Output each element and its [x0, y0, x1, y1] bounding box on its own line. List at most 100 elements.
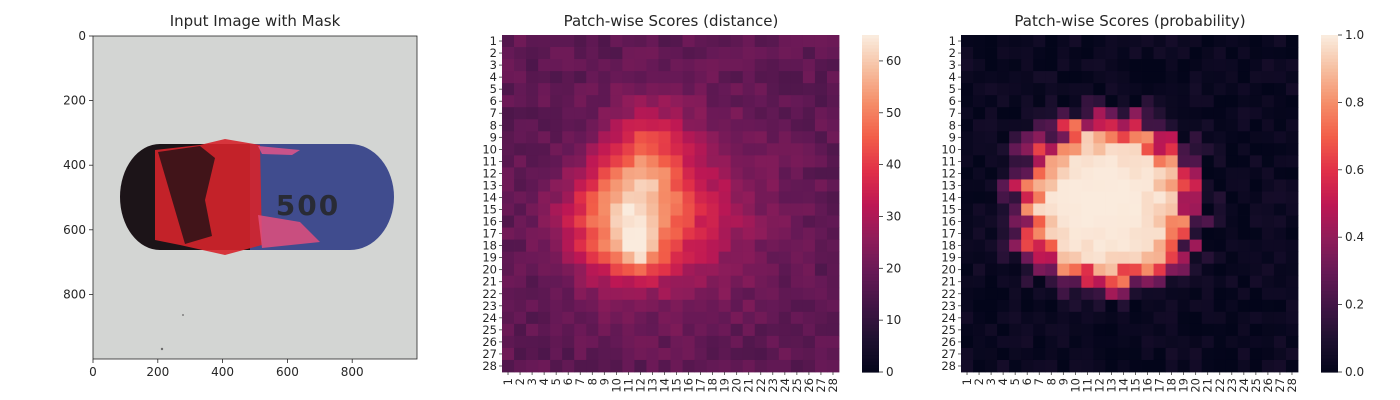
- heatmap-cell: [694, 215, 708, 228]
- heatmap-cell: [1165, 347, 1179, 361]
- colorbar-gradient-step: [1321, 35, 1338, 39]
- heatmap-y-tick-label: 1: [949, 34, 956, 48]
- heatmap-cell: [985, 347, 998, 361]
- heatmap-cell: [1153, 107, 1167, 120]
- heatmap-cell: [802, 35, 816, 48]
- heatmap-x-tick-label: 25: [1249, 378, 1263, 393]
- heatmap-cell: [1141, 359, 1154, 373]
- heatmap-cell: [1201, 107, 1215, 120]
- heatmap-cell: [598, 203, 611, 216]
- heatmap-x-tick-label: 17: [694, 378, 708, 393]
- heatmap-cell: [814, 239, 828, 253]
- heatmap-cell: [1189, 311, 1203, 325]
- heatmap-cell: [1069, 251, 1082, 265]
- heatmap-cell: [790, 215, 804, 228]
- heatmap-cell: [1033, 335, 1046, 349]
- heatmap-cell: [961, 263, 974, 277]
- heatmap-cell: [1045, 119, 1058, 132]
- heatmap-cell: [1273, 35, 1287, 48]
- heatmap-cell: [1033, 227, 1046, 241]
- heatmap-cell: [646, 275, 659, 289]
- heatmap-cell: [598, 359, 611, 373]
- heatmap-cell: [1237, 251, 1251, 265]
- heatmap-cell: [502, 119, 515, 132]
- heatmap-cell: [1069, 191, 1082, 204]
- heatmap-cell: [1021, 287, 1034, 301]
- heatmap-cell: [1009, 95, 1022, 108]
- heatmap-cell: [1261, 251, 1275, 265]
- heatmap-cell: [502, 359, 515, 373]
- colorbar-gradient-step: [862, 61, 879, 66]
- heatmap-cell: [1285, 143, 1299, 156]
- heatmap-cell: [514, 47, 527, 60]
- heatmap-cell: [610, 203, 623, 216]
- heatmap-cell: [1045, 35, 1058, 48]
- heatmap-cell: [1153, 335, 1167, 349]
- heatmap-cell: [670, 263, 683, 277]
- heatmap-cell: [1225, 131, 1239, 144]
- heatmap-cell: [754, 275, 768, 289]
- heatmap-cell: [1189, 47, 1203, 60]
- heatmap-x-tick-label: 24: [778, 378, 792, 393]
- colorbar-gradient-step: [1321, 78, 1338, 83]
- heatmap-cell: [646, 95, 659, 108]
- heatmap-cell: [1129, 143, 1142, 156]
- heatmap-cell: [754, 167, 768, 180]
- heatmap-cell: [550, 287, 563, 301]
- heatmap-cell: [766, 47, 780, 60]
- heatmap-cell: [562, 83, 575, 96]
- heatmap-cell: [826, 335, 840, 349]
- heatmap-cell: [574, 299, 587, 313]
- heatmap-cell: [598, 239, 611, 253]
- heatmap-cell: [1033, 143, 1046, 156]
- heatmap-cell: [1261, 83, 1275, 96]
- heatmap-cell: [814, 95, 828, 108]
- colorbar-gradient-step: [862, 72, 879, 77]
- heatmap-cell: [961, 311, 974, 325]
- heatmap-y-tick-label: 5: [949, 82, 956, 96]
- heatmap-cell: [1237, 119, 1251, 132]
- heatmap-cell: [1249, 83, 1263, 96]
- heatmap-x-tick-label: 13: [1104, 378, 1118, 393]
- heatmap-y-tick-label: 25: [482, 323, 497, 337]
- heatmap-cell: [1177, 191, 1191, 204]
- heatmap-cell: [658, 287, 671, 301]
- heatmap-y-tick-label: 16: [482, 215, 497, 229]
- heatmap-x-tick-label: 5: [549, 378, 563, 385]
- colorbar-gradient-step: [862, 176, 879, 181]
- heatmap-cell: [1225, 335, 1239, 349]
- colorbar-gradient-step: [862, 240, 879, 245]
- heatmap-cell: [961, 143, 974, 156]
- colorbar-gradient-step: [1321, 105, 1338, 110]
- heatmap-cell: [997, 311, 1010, 325]
- heatmap-cell: [1057, 191, 1070, 204]
- distance-heatmap: [502, 35, 840, 373]
- heatmap-cell: [586, 311, 599, 325]
- heatmap-cell: [1225, 359, 1239, 373]
- heatmap-cell: [586, 203, 599, 216]
- heatmap-cell: [1213, 143, 1227, 156]
- heatmap-cell: [1285, 179, 1299, 192]
- heatmap-cell: [502, 47, 515, 60]
- heatmap-y-tick-label: 6: [949, 94, 956, 108]
- heatmap-cell: [1105, 47, 1118, 60]
- heatmap-cell: [682, 311, 695, 325]
- heatmap-cell: [1225, 119, 1239, 132]
- heatmap-cell: [646, 191, 659, 204]
- heatmap-cell: [514, 119, 527, 132]
- heatmap-y-tick-label: 6: [490, 94, 497, 108]
- heatmap-cell: [1285, 311, 1299, 325]
- colorbar-gradient-step: [862, 152, 879, 157]
- heatmap-cell: [814, 83, 828, 96]
- heatmap-cell: [1177, 155, 1191, 168]
- heatmap-cell: [790, 275, 804, 289]
- heatmap-cell: [1177, 35, 1191, 48]
- colorbar-gradient-step: [862, 345, 879, 350]
- heatmap-cell: [514, 191, 527, 204]
- heatmap-cell: [1165, 119, 1179, 132]
- heatmap-cell: [574, 359, 587, 373]
- heatmap-cell: [1213, 119, 1227, 132]
- heatmap-cell: [826, 323, 840, 337]
- heatmap-cell: [1177, 179, 1191, 192]
- probability-colorbar: 0.00.20.40.60.81.0: [1321, 28, 1364, 379]
